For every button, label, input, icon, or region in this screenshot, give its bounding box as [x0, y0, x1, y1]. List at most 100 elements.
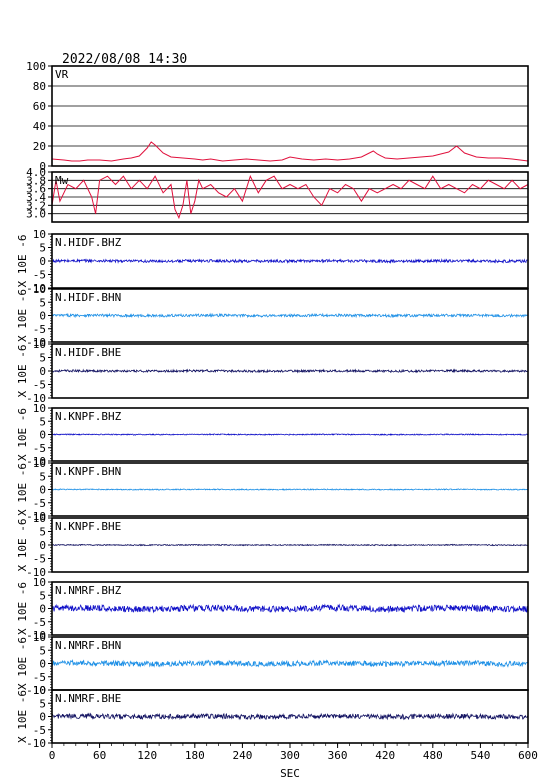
y-tick-label: 4.0: [26, 166, 46, 179]
x-tick-label: 600: [518, 749, 538, 762]
y-tick-label: 0: [39, 365, 46, 378]
y-tick-label: 5: [39, 352, 46, 365]
x-tick-label: 300: [280, 749, 300, 762]
trace-mw: [51, 174, 529, 220]
x-tick-label: 120: [137, 749, 157, 762]
y-axis-label: X 10E -6: [16, 582, 29, 635]
panel-frame: [51, 343, 529, 399]
y-tick-label: 10: [33, 684, 46, 697]
trace-n-hidf-bhn: [51, 312, 529, 319]
y-tick-label: 10: [33, 283, 46, 296]
y-tick-label: -10: [26, 336, 46, 349]
y-tick-label: 5: [39, 644, 46, 657]
y-tick-label: 10: [33, 338, 46, 351]
y-tick-label: -10: [26, 566, 46, 579]
y-tick-label: -10: [26, 455, 46, 468]
panel-label: VR: [55, 68, 69, 81]
y-axis-label: X 10E -6: [16, 637, 29, 690]
y-tick-label: -5: [33, 724, 46, 737]
panel-frame: [51, 462, 529, 517]
x-tick-label: 0: [49, 749, 56, 762]
trace-n-nmrf-bhn: [51, 659, 529, 668]
y-axis-label: X 10E -6: [16, 345, 29, 398]
panel-label: N.HIDF.BHN: [55, 291, 121, 304]
x-tick-label: 180: [185, 749, 205, 762]
y-tick-label: 0: [39, 658, 46, 671]
panel-label: N.NMRF.BHN: [55, 639, 121, 652]
panel-frame: [51, 233, 529, 289]
y-axis-label: X 10E -6: [16, 463, 29, 516]
y-tick-label: 0: [39, 603, 46, 616]
panel-label: N.HIDF.BHZ: [55, 236, 122, 249]
y-tick-label: 0: [39, 711, 46, 724]
y-tick-label: 5: [39, 526, 46, 539]
y-axis-label: X 10E -6: [16, 289, 29, 342]
y-tick-label: 0: [39, 160, 46, 173]
y-axis-label: X 10E -6: [16, 408, 29, 461]
y-axis-label: X 10E -6: [16, 690, 29, 743]
y-tick-label: 3.8: [26, 174, 46, 187]
y-tick-label: -5: [33, 323, 46, 336]
y-tick-label: -5: [33, 497, 46, 510]
y-tick-label: 100: [26, 60, 46, 73]
y-tick-label: 10: [33, 402, 46, 415]
panel-frame: [51, 288, 529, 343]
y-axis-label: X 10E -6: [16, 235, 29, 288]
trace-vr: [51, 141, 529, 162]
y-tick-label: -10: [26, 629, 46, 642]
trace-n-knpf-bhn: [51, 488, 529, 491]
y-tick-label: 10: [33, 228, 46, 241]
timestamp-title: 2022/08/08 14:30: [62, 52, 187, 67]
panel-label: N.KNPF.BHE: [55, 520, 121, 533]
trace-n-nmrf-bhz: [51, 603, 529, 614]
y-axis-label: X 10E -6: [16, 519, 29, 572]
y-tick-label: 40: [33, 120, 46, 133]
y-tick-label: 3.6: [26, 183, 46, 196]
y-tick-label: 10: [33, 512, 46, 525]
y-tick-label: -5: [33, 442, 46, 455]
x-tick-label: 360: [328, 749, 348, 762]
y-tick-label: -10: [26, 510, 46, 523]
panel-label: N.KNPF.BHN: [55, 465, 121, 478]
y-tick-label: -5: [33, 269, 46, 282]
panel-frame: [51, 581, 529, 636]
y-tick-label: 80: [33, 80, 46, 93]
panel-label: N.KNPF.BHZ: [55, 410, 122, 423]
y-tick-label: -5: [33, 616, 46, 629]
x-axis-label: SEC: [280, 767, 300, 780]
y-tick-label: -10: [26, 392, 46, 405]
y-tick-label: 60: [33, 100, 46, 113]
trace-n-nmrf-bhe: [51, 712, 528, 721]
trace-n-knpf-bhz: [51, 433, 529, 436]
y-tick-label: 5: [39, 415, 46, 428]
panel-frame: [51, 517, 529, 573]
y-tick-label: -10: [26, 684, 46, 697]
y-tick-label: 5: [39, 296, 46, 309]
panel-vr: 0 20 40 60 80 100 VR: [26, 60, 529, 173]
x-axis: 0 60 120 180 240 300 360 420 480 540 600: [49, 743, 538, 762]
y-tick-label: 5: [39, 697, 46, 710]
x-tick-label: 240: [232, 749, 252, 762]
x-tick-label: 60: [93, 749, 106, 762]
panel-label: N.NMRF.BHE: [55, 692, 121, 705]
panel-frame: [51, 407, 529, 462]
y-tick-label: -5: [33, 553, 46, 566]
panel-frame: [51, 171, 529, 223]
y-tick-label: 20: [33, 140, 46, 153]
y-tick-label: 0: [39, 255, 46, 268]
x-tick-label: 420: [375, 749, 395, 762]
y-tick-label: 0: [39, 539, 46, 552]
y-tick-label: 10: [33, 631, 46, 644]
y-tick-label: 0: [39, 429, 46, 442]
y-tick-label: 3.2: [26, 199, 46, 212]
x-tick-label: 480: [423, 749, 443, 762]
y-tick-label: -5: [33, 379, 46, 392]
